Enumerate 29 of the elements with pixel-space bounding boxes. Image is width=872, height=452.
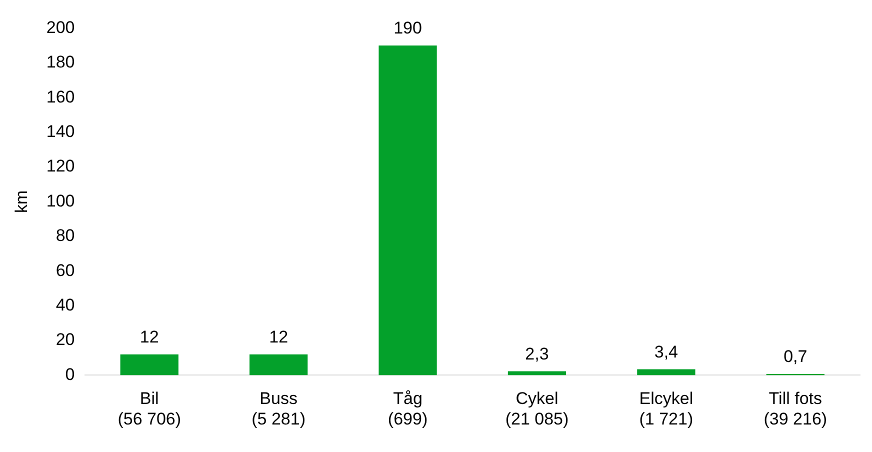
x-tick-label: Till fots (39 216) [764,389,828,428]
data-label: 2,3 [525,344,549,364]
y-tick-label: 180 [46,52,75,72]
y-tick-label: 20 [56,330,75,350]
x-tick-label: Cykel (21 085) [505,389,569,428]
data-label: 12 [140,328,159,347]
x-tick-label: Tåg (699) [388,389,428,428]
bar [250,354,308,376]
bar [508,371,566,376]
data-label: 12 [269,328,288,347]
x-tick-label: Buss (5 281) [252,389,306,428]
y-tick-label: 200 [46,18,75,37]
bar [637,369,696,376]
y-tick-label: 40 [56,295,75,314]
y-tick-label: 120 [46,156,75,176]
data-label: 0,7 [784,347,808,366]
bar [378,46,437,376]
y-tick-label: 100 [46,191,75,210]
data-label: 3,4 [654,342,678,362]
x-tick-label: Bil (56 706) [118,389,182,428]
y-tick-label: 60 [56,260,75,280]
y-axis-title: km [12,190,31,214]
y-tick-label: 140 [46,122,75,141]
data-label: 190 [394,18,422,38]
y-tick-label: 80 [56,226,75,246]
x-tick-label: Elcykel (1 721) [639,389,694,428]
y-tick-label: 0 [65,364,75,384]
y-tick-label: 160 [46,87,75,106]
bar [120,354,178,376]
